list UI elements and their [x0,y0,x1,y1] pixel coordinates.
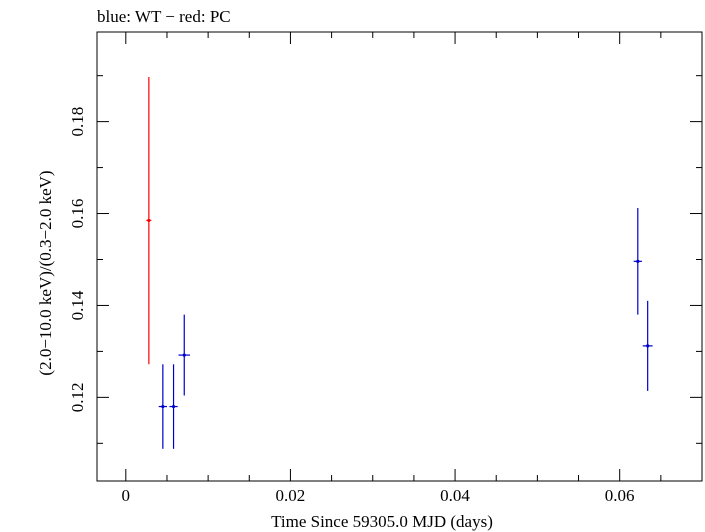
point-marker [147,218,151,223]
y-tick-label: 0.14 [68,290,87,320]
data-point [146,77,152,365]
data-point [158,364,167,449]
data-point [178,314,191,396]
x-tick-label: 0.02 [276,486,306,505]
y-tick-label: 0.16 [68,199,87,229]
point-marker [646,344,650,348]
plot-frame [96,31,703,482]
data-point [633,208,642,315]
point-marker [636,259,640,263]
x-axis-label: Time Since 59305.0 MJD (days) [271,512,493,531]
point-marker [182,353,186,357]
y-axis: 0.12 0.14 0.16 0.18 [68,75,702,444]
data-point [169,364,178,449]
y-axis-label: (2.0−10.0 keV)/(0.3−2.0 keV) [36,170,55,375]
data-point [642,300,653,391]
y-tick-label: 0.18 [68,107,87,137]
x-tick-label: 0 [122,486,131,505]
point-marker [171,404,176,409]
chart-title: blue: WT − red: PC [97,7,231,26]
x-tick-label: 0.06 [605,486,635,505]
data-points [146,77,653,449]
point-marker [161,404,165,409]
y-tick-label: 0.12 [68,382,87,412]
x-axis: 0 0.02 0.04 0.06 [122,32,703,505]
x-tick-label: 0.04 [440,486,470,505]
